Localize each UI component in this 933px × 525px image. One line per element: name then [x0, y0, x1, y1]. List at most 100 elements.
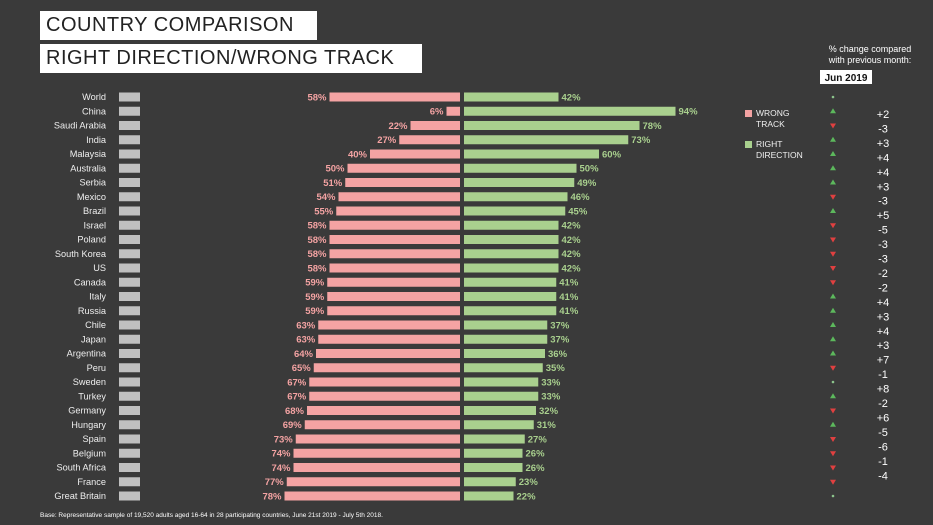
- arrow-up-icon: [830, 208, 836, 213]
- arrow-down-icon: [830, 451, 836, 457]
- flag-icon-india: [119, 135, 140, 145]
- label-wrong-france: 77%: [265, 477, 285, 488]
- bar-wrong-mexico: [338, 192, 460, 202]
- legend-swatch-right: [745, 141, 752, 148]
- bar-right-mexico: [464, 192, 568, 202]
- label-wrong-world: 58%: [307, 92, 327, 103]
- bar-wrong-france: [286, 477, 460, 487]
- label-wrong-sweden: 67%: [287, 377, 307, 388]
- label-right-south-korea: 42%: [562, 249, 582, 260]
- label-right-belgium: 26%: [526, 449, 546, 460]
- bar-right-france: [464, 477, 516, 487]
- label-right-canada: 41%: [559, 278, 579, 289]
- label-wrong-us: 58%: [307, 263, 327, 274]
- change-value: +3: [877, 340, 890, 352]
- arrow-up-icon: [830, 421, 836, 427]
- arrow-up-icon: [830, 307, 836, 313]
- legend: WRONG TRACK RIGHT DIRECTION: [745, 108, 803, 160]
- bar-wrong-argentina: [316, 349, 460, 358]
- label-wrong-argentina: 64%: [294, 349, 314, 360]
- bar-right-australia: [464, 163, 577, 173]
- label-right-peru: 35%: [546, 363, 566, 374]
- label-right-france: 23%: [519, 477, 539, 488]
- bar-wrong-brazil: [336, 206, 460, 216]
- label-right-brazil: 45%: [568, 206, 588, 217]
- country-label-peru: Peru: [87, 363, 106, 373]
- bar-right-sweden: [464, 377, 539, 387]
- change-value: -5: [878, 225, 888, 237]
- country-label-serbia: Serbia: [79, 178, 106, 188]
- flag-icon-south-korea: [119, 249, 140, 259]
- label-right-germany: 32%: [539, 406, 559, 417]
- flag-icon-canada: [119, 277, 140, 287]
- bar-right-serbia: [464, 178, 575, 187]
- bar-right-belgium: [464, 448, 523, 458]
- month-badge: [820, 70, 872, 84]
- bar-right-south-africa: [464, 463, 523, 472]
- label-right-hungary: 31%: [537, 420, 557, 431]
- country-label-hungary: Hungary: [71, 420, 106, 430]
- label-right-malaysia: 60%: [602, 149, 622, 160]
- flag-icon-turkey: [119, 391, 140, 401]
- bar-right-china: [464, 106, 676, 116]
- bar-right-world: [464, 92, 559, 102]
- bar-wrong-australia: [347, 163, 460, 173]
- label-wrong-turkey: 67%: [287, 392, 307, 403]
- arrow-down-icon: [830, 266, 836, 271]
- country-label-france: France: [77, 477, 106, 487]
- dot-icon: [831, 95, 835, 99]
- arrow-down-icon: [830, 223, 836, 229]
- change-value: -2: [878, 268, 888, 280]
- country-label-china: China: [82, 106, 107, 116]
- flag-icon-france: [119, 477, 140, 487]
- label-wrong-chile: 63%: [296, 320, 316, 331]
- label-right-india: 73%: [631, 135, 651, 146]
- change-value: -5: [878, 427, 888, 439]
- bar-wrong-south-korea: [329, 249, 460, 259]
- arrow-up-icon: [830, 165, 836, 171]
- flag-icon-japan: [119, 334, 140, 344]
- bar-wrong-russia: [327, 306, 460, 316]
- legend-label-wrong-1: WRONG: [756, 108, 790, 118]
- change-note-line2: with previous month:: [828, 55, 912, 65]
- label-wrong-south-africa: 74%: [271, 463, 291, 474]
- flag-icon-italy: [119, 292, 140, 301]
- country-label-belgium: Belgium: [73, 448, 107, 458]
- chart-subtitle: RIGHT DIRECTION/WRONG TRACK: [40, 44, 422, 73]
- bar-wrong-us: [329, 263, 460, 273]
- bar-wrong-chile: [318, 320, 460, 330]
- flag-icon-brazil: [119, 206, 140, 216]
- change-value: +2: [877, 109, 890, 121]
- label-wrong-belgium: 74%: [271, 449, 291, 460]
- legend-label-right-2: DIRECTION: [756, 150, 803, 160]
- arrow-up-icon: [830, 136, 836, 142]
- country-label-south-korea: South Korea: [55, 249, 107, 259]
- flag-icon-saudi-arabia: [119, 121, 140, 130]
- arrow-down-icon: [830, 408, 836, 414]
- label-wrong-australia: 50%: [325, 164, 345, 175]
- label-wrong-malaysia: 40%: [348, 149, 368, 160]
- country-label-russia: Russia: [78, 306, 107, 316]
- label-wrong-south-korea: 58%: [307, 249, 327, 260]
- label-right-turkey: 33%: [541, 392, 561, 403]
- label-wrong-mexico: 54%: [316, 192, 336, 203]
- bar-right-malaysia: [464, 149, 599, 159]
- label-right-china: 94%: [679, 107, 699, 118]
- bar-right-chile: [464, 320, 548, 330]
- label-right-us: 42%: [562, 263, 582, 274]
- bar-right-great-britain: [464, 491, 514, 501]
- change-column: +2 -3 +3 +4 +4 +3 -3 +5 -5 -3 -3 -2 -2 +4 +3 +4 +3 +7 -1 +8…: [830, 95, 890, 498]
- country-label-south-africa: South Africa: [56, 463, 106, 473]
- label-wrong-china: 6%: [430, 107, 444, 118]
- arrow-down-icon: [830, 194, 836, 200]
- label-right-serbia: 49%: [577, 178, 597, 189]
- label-wrong-peru: 65%: [292, 363, 312, 374]
- change-value: +6: [877, 412, 890, 424]
- change-value: +3: [877, 181, 890, 193]
- arrow-up-icon: [830, 108, 836, 114]
- arrow-up-icon: [830, 350, 836, 356]
- arrow-down-icon: [830, 251, 836, 257]
- bar-wrong-saudi-arabia: [410, 121, 460, 130]
- flag-icon-sweden: [119, 377, 140, 387]
